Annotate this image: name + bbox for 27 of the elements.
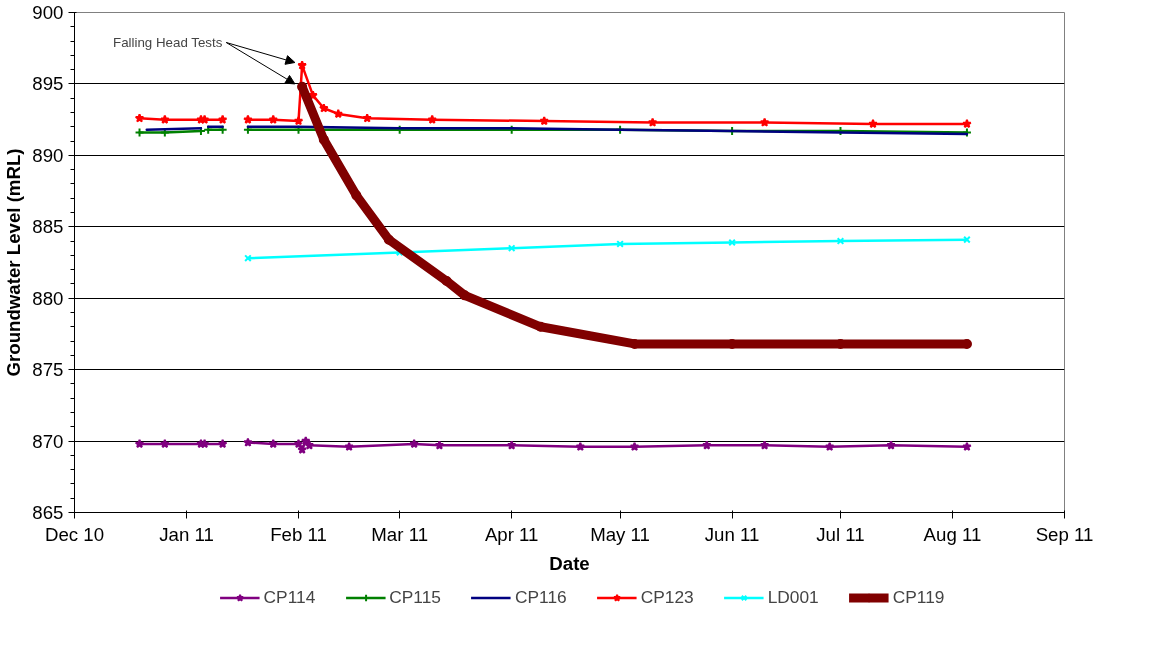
y-tick-label: 895 <box>32 73 64 95</box>
y-tick-label: 890 <box>32 144 64 166</box>
x-tick-label: May 11 <box>590 523 650 545</box>
legend-label: CP123 <box>640 586 694 608</box>
x-tick-label: Dec 10 <box>44 523 105 545</box>
x-axis-title: Date <box>549 552 590 574</box>
x-tick-label: Apr 11 <box>484 523 539 545</box>
x-tick-label: Feb 11 <box>270 523 327 545</box>
x-tick-label: Jun 11 <box>704 523 760 545</box>
y-tick-label: 875 <box>32 359 64 381</box>
legend-label: CP114 <box>263 586 316 608</box>
y-tick-label: 870 <box>32 430 64 452</box>
y-tick-label: 885 <box>32 216 64 238</box>
x-tick-label: Aug 11 <box>923 523 982 545</box>
y-tick-label: 865 <box>32 502 64 523</box>
annotation: Falling Head Tests <box>113 35 223 50</box>
legend-label: CP116 <box>514 586 567 608</box>
legend-label: CP119 <box>892 586 945 608</box>
x-tick-label: Mar 11 <box>371 523 429 545</box>
legend-label: CP115 <box>389 586 441 608</box>
y-tick-label: 880 <box>32 287 64 309</box>
y-tick-label: 900 <box>32 2 64 23</box>
x-tick-label: Jan 11 <box>159 523 214 545</box>
y-axis-title: Groundwater Level (mRL) <box>3 148 25 377</box>
x-tick-label: Jul 11 <box>816 523 865 545</box>
legend-label: LD001 <box>767 586 819 608</box>
x-tick-label: Sep 11 <box>1035 523 1094 545</box>
